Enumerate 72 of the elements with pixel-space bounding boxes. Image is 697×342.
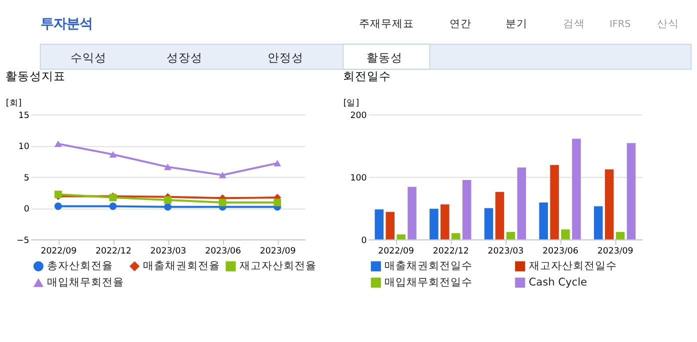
legend-label: 매입채무회전일수	[384, 276, 473, 289]
text: 수익성	[70, 50, 106, 65]
bar	[430, 208, 438, 240]
bar	[396, 234, 406, 240]
bar	[604, 169, 614, 240]
text: 안정성	[268, 50, 304, 65]
point	[109, 202, 117, 210]
y-tick-label: 0	[24, 204, 30, 215]
bar	[440, 204, 450, 240]
bar	[386, 212, 395, 240]
legend-label: 재고자산회전율	[239, 260, 316, 272]
bar	[452, 233, 460, 240]
y-tick-label: −5	[16, 236, 30, 246]
y-tick-label: 100	[350, 173, 367, 184]
text: IFRS	[610, 18, 631, 30]
x-tick-label: 2022/09	[40, 246, 77, 256]
point	[218, 172, 226, 178]
point	[274, 160, 282, 166]
point	[218, 198, 226, 206]
bar	[506, 232, 516, 240]
point	[274, 198, 282, 206]
y-tick-label: 0	[361, 236, 367, 246]
bar	[484, 208, 494, 240]
legend-label: 총자산회전율	[47, 260, 114, 272]
point	[54, 140, 62, 148]
x-tick-label: 2023/03	[150, 246, 186, 256]
chart-title: 회전일수	[343, 68, 392, 83]
point	[164, 203, 172, 211]
point	[164, 196, 172, 204]
text: 검색	[562, 18, 585, 30]
x-tick-label: 2023/06	[205, 246, 241, 256]
bar	[594, 206, 603, 240]
x-tick-label: 2023/06	[542, 246, 578, 256]
y-tick-label: 15	[18, 110, 30, 121]
x-tick-label: 2023/09	[260, 246, 296, 256]
legend-label: Cash Cycle	[528, 276, 588, 289]
bar	[462, 180, 472, 240]
legend-label: 매입채무회전율	[47, 276, 124, 289]
x-tick-label: 2022/12	[432, 246, 469, 256]
legend-label: 재고자산회전일수	[528, 260, 617, 272]
x-tick-label: 2023/09	[597, 246, 634, 256]
bar	[550, 165, 559, 240]
bar	[517, 168, 526, 240]
bar	[626, 143, 636, 240]
y-tick-label: 10	[18, 142, 30, 152]
bar	[561, 229, 570, 240]
text: 투자분석	[40, 16, 92, 32]
text: 산식	[657, 18, 680, 30]
text: 연간	[450, 18, 472, 30]
x-tick-label: 2022/12	[95, 246, 132, 256]
legend-label: 매출채권회전율	[143, 260, 220, 272]
y-axis-title: [회]	[6, 98, 22, 108]
point	[164, 164, 172, 170]
bar	[495, 192, 504, 240]
y-tick-label: 5	[24, 173, 30, 184]
bar	[572, 138, 581, 240]
y-axis-title: [일]	[343, 98, 360, 108]
text: 활동성	[366, 50, 403, 65]
x-tick-label: 2023/03	[488, 246, 524, 256]
point	[54, 202, 62, 210]
text: 주재무제표	[358, 18, 414, 30]
bar	[539, 202, 548, 240]
point	[109, 151, 117, 158]
bar	[408, 186, 416, 240]
text: 매출채권회전일수	[384, 260, 473, 272]
chart-title: 활동성지표	[6, 68, 66, 83]
bar	[374, 209, 384, 240]
y-tick-label: 200	[350, 110, 367, 121]
text: 분기	[505, 18, 528, 30]
bar	[616, 232, 625, 240]
text: 성장성	[166, 50, 203, 65]
x-tick-label: 2022/09	[378, 246, 414, 256]
